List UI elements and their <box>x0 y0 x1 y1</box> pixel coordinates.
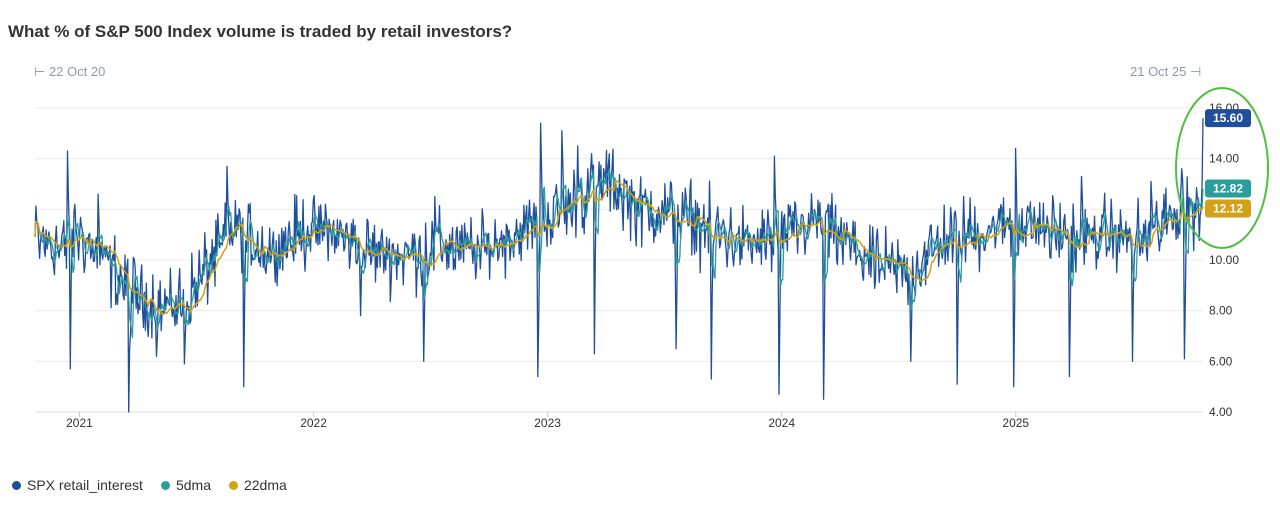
badge-value: 12.82 <box>1213 182 1243 196</box>
highlight-ellipse <box>1175 87 1269 249</box>
range-end-label[interactable]: 21 Oct 25 ⊣ <box>1130 64 1201 80</box>
legend-label: 22dma <box>243 477 287 493</box>
chart-title: What % of S&P 500 Index volume is traded… <box>8 22 513 41</box>
x-tick-label: 2022 <box>300 416 327 430</box>
range-start-label[interactable]: ⊢ 22 Oct 20 <box>34 64 105 80</box>
badge-background <box>1205 199 1251 218</box>
badge-value: 15.60 <box>1213 111 1243 125</box>
badge-background <box>1205 109 1251 128</box>
range-start-handle-icon[interactable]: ⊢ <box>34 64 46 79</box>
legend-item-retail-interest[interactable]: SPX retail_interest <box>12 477 143 493</box>
x-axis: 2021 2022 2023 2024 2025 <box>35 411 1203 430</box>
range-start-date: 22 Oct 20 <box>48 64 106 79</box>
y-tick-label: 6.00 <box>1209 354 1233 368</box>
legend-marker-retail-interest <box>12 480 21 490</box>
legend-item-22dma[interactable]: 22dma <box>228 477 287 493</box>
badge-value: 12.12 <box>1213 202 1243 216</box>
series-line-22dma <box>34 179 1204 316</box>
series-line-5dma <box>34 168 1204 339</box>
last-value-badge: 12.12 <box>1205 199 1251 218</box>
badge-background <box>1205 179 1251 198</box>
x-tick-label: 2021 <box>66 416 93 430</box>
series-lines <box>34 118 1204 413</box>
last-value-badge: 15.60 <box>1205 109 1251 128</box>
legend-marker-22dma <box>228 480 238 490</box>
legend: SPX retail_interest 5dma 22dma <box>12 477 287 493</box>
range-end-handle-icon[interactable]: ⊣ <box>1190 64 1202 79</box>
legend-item-5dma[interactable]: 5dma <box>160 477 211 493</box>
y-tick-label: 14.00 <box>1209 152 1239 166</box>
y-tick-label: 8.00 <box>1209 304 1233 318</box>
legend-label: 5dma <box>175 477 211 493</box>
legend-marker-5dma <box>160 480 170 490</box>
x-tick-label: 2025 <box>1002 416 1029 430</box>
range-end-date: 21 Oct 25 <box>1130 64 1187 79</box>
y-tick-label: 10.00 <box>1209 253 1239 267</box>
series-line-retail-interest <box>34 118 1204 413</box>
legend-label: SPX retail_interest <box>27 477 143 493</box>
x-tick-label: 2024 <box>768 416 795 430</box>
last-value-badges: 15.60 12.82 12.12 <box>1205 109 1251 218</box>
y-tick-label: 4.00 <box>1209 405 1233 419</box>
x-tick-label: 2023 <box>534 416 561 430</box>
last-value-badge: 12.82 <box>1205 179 1251 198</box>
